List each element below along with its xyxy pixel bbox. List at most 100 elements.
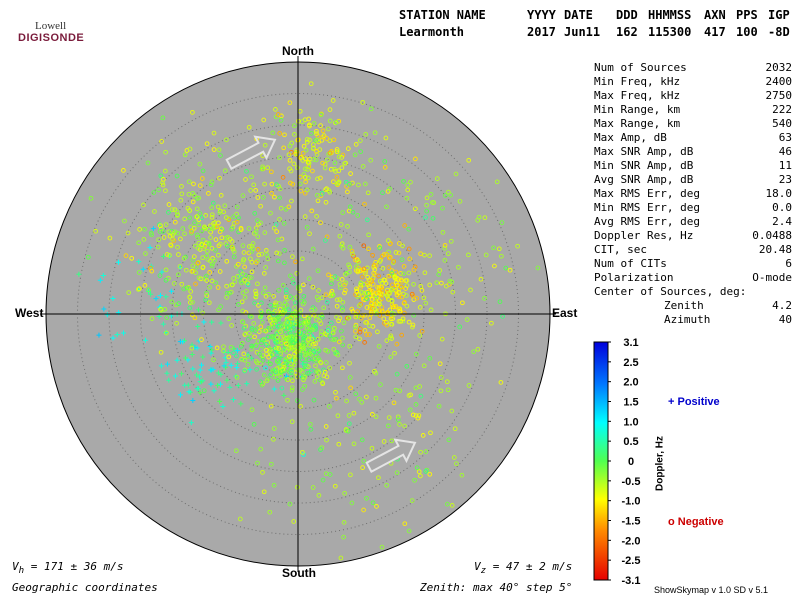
negative-point [294, 165, 300, 170]
negative-point [298, 404, 303, 409]
stat-row: Polarization O-mode [594, 271, 792, 285]
negative-point [210, 261, 215, 267]
colorbar-tick-label: -1.0 [622, 496, 641, 508]
negative-point [294, 349, 300, 355]
negative-point [274, 250, 280, 256]
negative-point [222, 203, 228, 209]
negative-point [245, 362, 251, 367]
negative-point [159, 139, 164, 144]
positive-point [258, 315, 264, 321]
negative-point [384, 319, 389, 325]
negative-point [282, 260, 287, 266]
negative-point [289, 334, 295, 340]
header-label: DATE [564, 8, 593, 22]
negative-point [340, 308, 345, 313]
negative-point [174, 173, 180, 179]
negative-point [410, 322, 416, 328]
negative-point [315, 268, 321, 274]
negative-point [325, 348, 331, 354]
header-label: AXN [704, 8, 726, 22]
negative-point [189, 269, 195, 274]
negative-point [258, 324, 264, 330]
negative-point [145, 160, 151, 166]
negative-point [183, 267, 189, 273]
negative-point [399, 332, 405, 338]
positive-point [174, 357, 180, 363]
stat-label: Max Range, km [594, 117, 681, 130]
stat-row: Doppler Res, Hz 0.0488 [594, 229, 792, 243]
negative-point [192, 315, 198, 321]
negative-point [376, 290, 382, 296]
negative-point [266, 348, 272, 354]
negative-point [308, 368, 314, 374]
colorbar-tick-label: -2.5 [622, 555, 641, 567]
negative-point [249, 314, 254, 320]
negative-point [385, 238, 391, 243]
logo-lowell-text: Lowell [35, 20, 67, 32]
negative-point [197, 211, 203, 216]
south-label: South [282, 566, 316, 580]
negative-point [286, 307, 291, 313]
negative-point [242, 295, 248, 300]
positive-point [148, 291, 154, 297]
header-label: YYYY [527, 8, 556, 22]
stat-value: 46 [778, 145, 792, 158]
negative-point [329, 281, 334, 287]
negative-point [361, 507, 366, 513]
negative-point [204, 293, 210, 299]
colorbar-tick-label: -3.1 [622, 575, 641, 587]
negative-point [402, 300, 407, 305]
negative-point [442, 243, 448, 248]
negative-point [402, 423, 407, 429]
colorbar-tick-label: 2.0 [623, 377, 638, 389]
negative-point [443, 193, 448, 198]
negative-point [440, 205, 445, 211]
positive-point [116, 259, 122, 265]
negative-point [240, 243, 246, 248]
negative-point [259, 340, 264, 346]
negative-point [263, 294, 269, 299]
negative-point [200, 264, 206, 270]
negative-point [288, 294, 293, 300]
negative-point [189, 345, 195, 351]
vh-symbol: V [12, 560, 19, 573]
negative-point [234, 353, 239, 359]
negative-point [268, 461, 274, 467]
negative-point [174, 209, 180, 215]
negative-point [344, 184, 349, 189]
header-value: Jun11 [564, 25, 601, 39]
negative-point [288, 273, 293, 279]
negative-point [290, 310, 296, 316]
negative-point [199, 215, 205, 220]
negative-point [177, 264, 183, 269]
negative-point [375, 293, 381, 299]
negative-point [354, 286, 359, 292]
negative-point [231, 249, 237, 255]
negative-point [263, 248, 269, 253]
negative-point [311, 397, 317, 403]
negative-point [238, 274, 243, 279]
negative-point [379, 253, 385, 259]
negative-point [274, 229, 280, 234]
negative-point [211, 147, 217, 152]
negative-point [258, 346, 264, 352]
negative-point [438, 375, 444, 380]
negative-point [287, 357, 292, 362]
negative-point [176, 301, 182, 306]
stat-value: 11 [778, 159, 792, 172]
center-value: 4.2 [772, 299, 792, 312]
vz-symbol: V [474, 560, 481, 573]
negative-point [409, 291, 415, 297]
negative-point [166, 210, 171, 215]
header-value: 100 [736, 25, 758, 39]
negative-point [271, 426, 277, 431]
negative-point [162, 168, 168, 174]
negative-point [323, 360, 329, 365]
negative-point [323, 187, 328, 193]
negative-point [289, 198, 294, 204]
negative-point [402, 223, 408, 228]
logo-digisonde-text: DIGISONDE [18, 32, 85, 44]
negative-point [136, 240, 142, 246]
stat-label: Doppler Res, Hz [594, 229, 694, 242]
negative-point [195, 232, 200, 238]
